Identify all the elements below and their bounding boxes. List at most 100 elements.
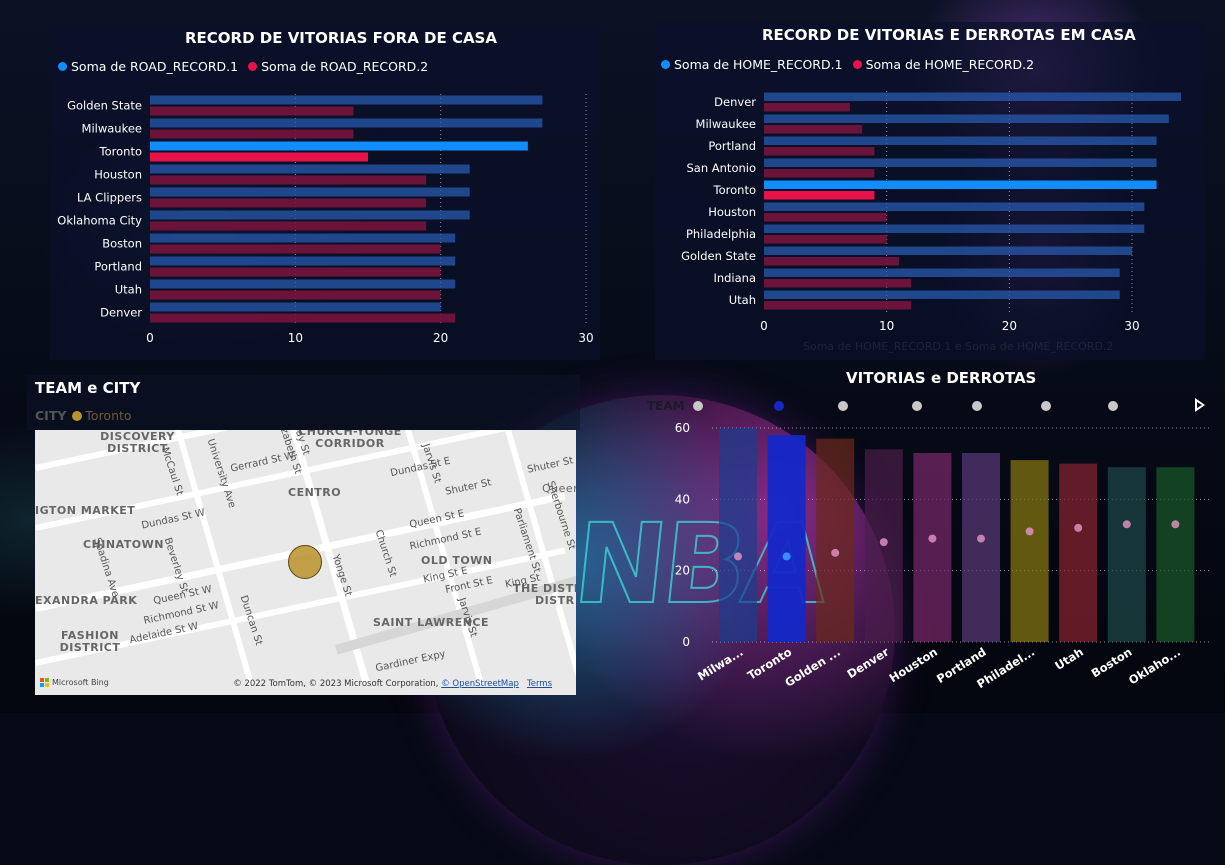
bar-Soma de HOME_RECORD.1[interactable]	[764, 180, 1157, 190]
column-marker[interactable]	[1074, 523, 1083, 532]
column-bar[interactable]	[1010, 460, 1049, 642]
x-tick-label: 0	[146, 331, 154, 345]
bar-Soma de HOME_RECORD.2[interactable]	[764, 103, 850, 112]
bar-Soma de HOME_RECORD.1[interactable]	[764, 92, 1182, 102]
bar-Soma de HOME_RECORD.1[interactable]	[764, 290, 1120, 300]
legend-dot-icon[interactable]	[912, 401, 922, 411]
bar-Soma de HOME_RECORD.1[interactable]	[764, 268, 1120, 278]
bar-Soma de ROAD_RECORD.1[interactable]	[150, 210, 470, 220]
y-category-label: Portland	[94, 260, 142, 274]
bar-Soma de ROAD_RECORD.2[interactable]	[150, 244, 441, 254]
y-category-label: Oklahoma City	[57, 214, 142, 228]
bar-Soma de ROAD_RECORD.2[interactable]	[150, 198, 427, 208]
bar-Soma de ROAD_RECORD.1[interactable]	[150, 164, 470, 174]
column-marker[interactable]	[831, 548, 840, 557]
bar-Soma de ROAD_RECORD.2[interactable]	[150, 152, 368, 162]
terms-link[interactable]: Terms	[526, 679, 552, 689]
column-bar[interactable]	[816, 438, 855, 642]
legend-dot-icon[interactable]	[693, 401, 703, 411]
y-tick-label: 60	[675, 421, 690, 435]
bar-Soma de ROAD_RECORD.2[interactable]	[150, 106, 354, 116]
column-marker[interactable]	[734, 552, 742, 561]
column-marker[interactable]	[1025, 527, 1034, 536]
map-view[interactable]: DISCOVERY DISTRICT CHURCH-YONGE CORRIDOR…	[35, 430, 576, 695]
legend-dot-icon[interactable]	[1041, 401, 1051, 411]
map-bubble-toronto[interactable]	[288, 545, 322, 579]
column-bar[interactable]	[767, 435, 806, 642]
legend-dot-icon[interactable]	[1108, 401, 1118, 411]
bar-Soma de HOME_RECORD.2[interactable]	[764, 169, 875, 178]
road-record-chart: 0 10 20 30 Golden State Milwaukee Toronto Houst…	[57, 94, 594, 345]
bar-Soma de HOME_RECORD.1[interactable]	[764, 224, 1145, 234]
bar-Soma de ROAD_RECORD.1[interactable]	[150, 279, 456, 289]
home-record-panel	[655, 22, 1205, 360]
column-bar[interactable]	[1059, 463, 1098, 642]
y-category-label: Milwaukee	[82, 122, 142, 136]
bar-Soma de HOME_RECORD.1[interactable]	[764, 136, 1157, 146]
legend-item-road-2[interactable]: Soma de ROAD_RECORD.2	[248, 59, 428, 74]
bar-Soma de ROAD_RECORD.1[interactable]	[150, 233, 456, 243]
home-axis-title: Soma de HOME_RECORD.1 e Soma de HOME_REC…	[803, 340, 1114, 353]
x-category-label: Oklaho...	[1126, 645, 1183, 688]
bar-Soma de ROAD_RECORD.1[interactable]	[150, 302, 441, 312]
column-marker[interactable]	[879, 538, 888, 547]
bar-Soma de ROAD_RECORD.2[interactable]	[150, 129, 354, 139]
bar-Soma de ROAD_RECORD.2[interactable]	[150, 221, 427, 231]
bar-Soma de HOME_RECORD.2[interactable]	[764, 213, 887, 222]
bar-Soma de HOME_RECORD.1[interactable]	[764, 202, 1145, 212]
x-tick-label: 30	[578, 331, 593, 345]
bar-Soma de ROAD_RECORD.1[interactable]	[150, 256, 456, 266]
y-category-label: Houston	[94, 168, 142, 182]
bar-Soma de HOME_RECORD.2[interactable]	[764, 257, 899, 266]
bar-Soma de ROAD_RECORD.1[interactable]	[150, 118, 543, 128]
map-legend-field: CITY	[35, 408, 67, 423]
column-bar[interactable]	[1156, 467, 1195, 642]
y-category-label: Milwaukee	[696, 117, 756, 131]
bar-Soma de HOME_RECORD.2[interactable]	[764, 279, 912, 288]
column-marker[interactable]	[928, 534, 937, 543]
map-area-label: DISCOVERY DISTRICT	[100, 430, 175, 455]
y-category-label: Golden State	[681, 249, 756, 263]
bar-Soma de HOME_RECORD.2[interactable]	[764, 235, 887, 244]
bar-Soma de HOME_RECORD.1[interactable]	[764, 246, 1132, 256]
bar-Soma de ROAD_RECORD.2[interactable]	[150, 267, 441, 277]
column-bar[interactable]	[962, 452, 1000, 642]
x-tick-label: 30	[1124, 319, 1139, 333]
bar-Soma de HOME_RECORD.2[interactable]	[764, 147, 875, 156]
y-tick-label: 20	[675, 564, 690, 578]
bar-Soma de HOME_RECORD.1[interactable]	[764, 158, 1157, 168]
bar-Soma de ROAD_RECORD.1[interactable]	[150, 95, 543, 105]
bar-Soma de ROAD_RECORD.2[interactable]	[150, 290, 441, 300]
legend-label: Soma de ROAD_RECORD.2	[261, 59, 429, 74]
bar-Soma de ROAD_RECORD.2[interactable]	[150, 175, 427, 185]
legend-dot-icon[interactable]	[972, 401, 982, 411]
microsoft-logo-icon	[40, 678, 49, 687]
bar-Soma de HOME_RECORD.2[interactable]	[764, 301, 912, 310]
legend-item-home-2[interactable]: Soma de HOME_RECORD.2	[852, 57, 1034, 72]
legend-item-home-1[interactable]: Soma de HOME_RECORD.1	[661, 57, 843, 72]
map-copyright: © 2022 TomTom, © 2023 Microsoft Corporat…	[233, 679, 552, 689]
legend-dot-red-icon	[852, 60, 862, 69]
column-marker[interactable]	[782, 552, 791, 561]
column-bar[interactable]	[719, 428, 757, 642]
y-category-label: Portland	[708, 139, 756, 153]
map-legend-item[interactable]: Toronto	[72, 408, 132, 423]
bar-Soma de ROAD_RECORD.1[interactable]	[150, 187, 470, 197]
column-bar[interactable]	[913, 452, 952, 642]
column-marker[interactable]	[1171, 520, 1180, 529]
y-category-label: Indiana	[713, 271, 756, 285]
legend-dot-icon[interactable]	[774, 401, 784, 411]
x-category-label: Golden ...	[782, 645, 843, 690]
bar-Soma de HOME_RECORD.2[interactable]	[764, 191, 875, 200]
column-marker[interactable]	[1122, 520, 1131, 529]
column-marker[interactable]	[977, 534, 985, 543]
bar-Soma de HOME_RECORD.1[interactable]	[764, 114, 1169, 124]
bar-Soma de HOME_RECORD.2[interactable]	[764, 125, 863, 134]
bar-Soma de ROAD_RECORD.2[interactable]	[150, 313, 456, 323]
bar-Soma de ROAD_RECORD.1[interactable]	[150, 141, 528, 151]
legend-item-road-1[interactable]: Soma de ROAD_RECORD.1	[58, 59, 238, 74]
column-bar[interactable]	[1107, 467, 1146, 642]
x-tick-label: 20	[433, 331, 448, 345]
osm-link[interactable]: © OpenStreetMap	[441, 679, 519, 689]
legend-dot-icon[interactable]	[838, 401, 848, 411]
